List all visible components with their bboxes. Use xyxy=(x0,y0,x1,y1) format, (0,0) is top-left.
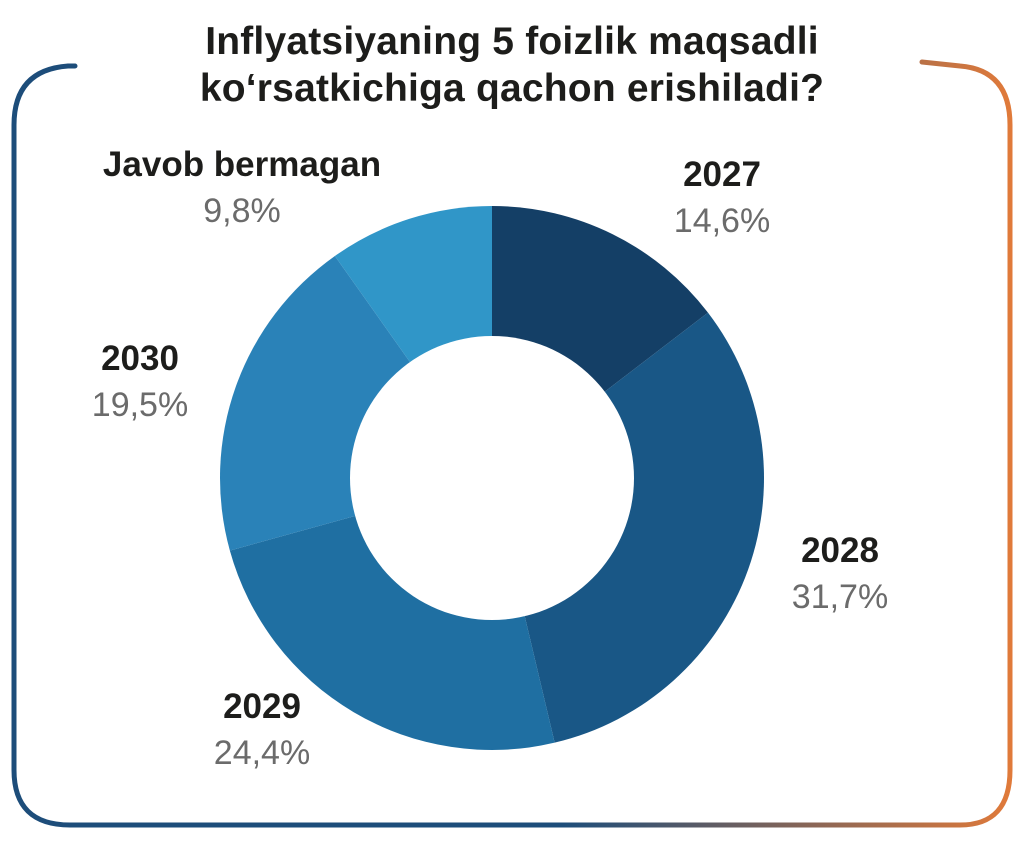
donut-slice-2028 xyxy=(492,312,765,743)
frame-border-left xyxy=(11,59,1013,828)
slice-labels: 2027 14,6% 2028 31,7% 2029 24,4% 2030 19,5% Javo… xyxy=(92,145,888,772)
slice-label-2028: 2028 xyxy=(801,531,879,570)
slice-value-2030: 19,5% xyxy=(92,386,188,424)
slice-value-javob-bermagan: 9,8% xyxy=(203,192,281,230)
chart-title-line-2: ko‘rsatkichiga qachon erishiladi? xyxy=(199,67,825,110)
slice-label-2029: 2029 xyxy=(223,687,301,726)
chart-title-line-1: Inflyatsiyaning 5 foizlik maqsadli xyxy=(205,20,819,63)
slice-label-javob-bermagan: Javob bermagan xyxy=(103,145,381,184)
slice-label-2027: 2027 xyxy=(683,155,761,194)
slice-value-2028: 31,7% xyxy=(792,578,888,616)
slice-value-2029: 24,4% xyxy=(214,734,310,772)
slice-label-2030: 2030 xyxy=(101,339,179,378)
donut-hole xyxy=(350,336,634,620)
slice-value-2027: 14,6% xyxy=(674,202,770,240)
